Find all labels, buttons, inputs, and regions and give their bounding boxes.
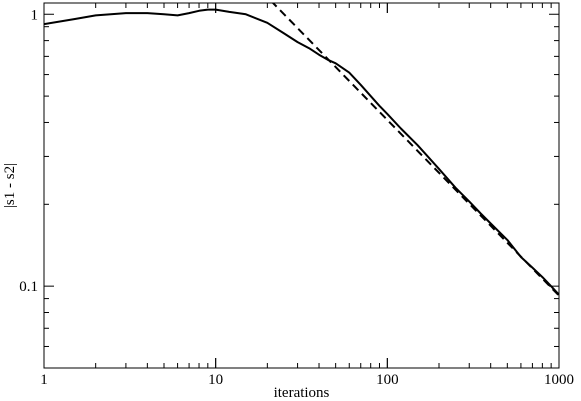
data-line-solid (44, 8, 559, 296)
x-tick-label: 1 (40, 372, 48, 388)
fit-line-dashed (271, 3, 559, 297)
y-axis-title: |s1 - s2| (2, 163, 18, 208)
x-tick-label: 10 (208, 372, 223, 388)
y-axis: 0.11 (19, 7, 559, 369)
x-tick-label: 1000 (544, 372, 574, 388)
y-tick-label: 1 (31, 7, 39, 23)
plot-frame (43, 2, 560, 369)
x-axis: 1 10 100 1000 (40, 3, 574, 388)
x-axis-title: iterations (274, 385, 330, 401)
x-tick-label: 100 (376, 372, 399, 388)
plot-area (44, 3, 559, 297)
y-tick-label: 0.1 (19, 279, 38, 295)
